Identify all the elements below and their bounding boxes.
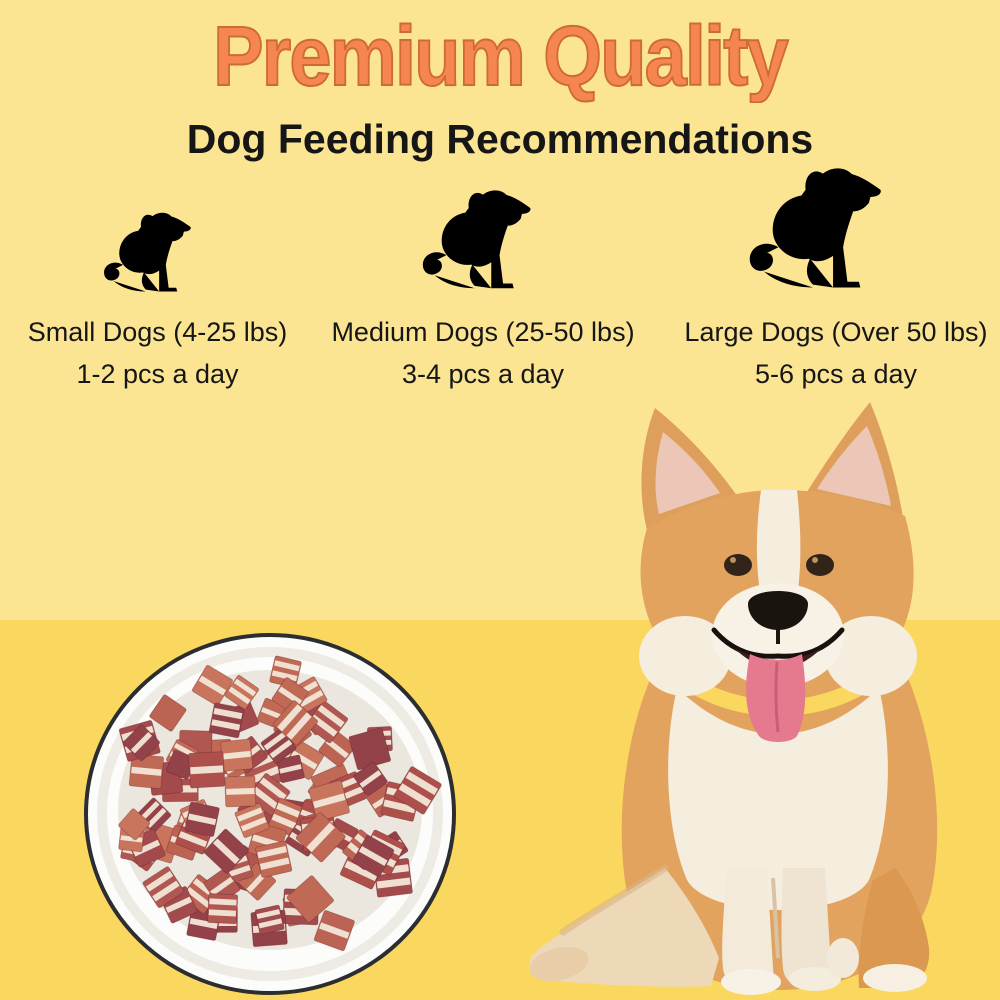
dog-size-label: Small Dogs (4-25 lbs) <box>27 317 288 347</box>
feeding-column-small: Small Dogs (4-25 lbs) 1-2 pcs a day <box>5 316 310 392</box>
corgi-right-hind-leg <box>858 868 930 988</box>
daily-amount-label: 3-4 pcs a day <box>401 358 565 389</box>
feeding-column-large: Large Dogs (Over 50 lbs) 5-6 pcs a day <box>672 316 1000 392</box>
page-subtitle: Dog Feeding Recommendations <box>186 116 814 162</box>
treats-plate-photo <box>84 633 456 995</box>
corgi-paw <box>721 969 781 995</box>
small-dog-icon <box>104 212 191 292</box>
daily-amount-label: 1-2 pcs a day <box>76 358 239 389</box>
large-dog-icon <box>749 168 881 288</box>
corgi-nose <box>748 591 808 630</box>
corgi-chest <box>668 688 888 910</box>
corgi-front-leg <box>722 868 774 990</box>
corgi-blaze <box>756 490 801 598</box>
corgi-eye <box>724 554 752 576</box>
feeding-column-medium: Medium Dogs (25-50 lbs) 3-4 pcs a day <box>318 316 648 392</box>
dog-size-label: Large Dogs (Over 50 lbs) <box>684 317 988 347</box>
treats-cluster <box>118 655 442 952</box>
daily-amount-label: 5-6 pcs a day <box>754 358 918 389</box>
corgi-mouth <box>711 627 845 659</box>
corgi-eye <box>806 554 834 576</box>
corgi-photo <box>529 402 938 995</box>
corgi-front-leg <box>781 868 832 990</box>
dog-size-label: Medium Dogs (25-50 lbs) <box>331 317 635 347</box>
page-title: Premium Quality <box>212 8 789 104</box>
medium-dog-icon <box>422 190 531 289</box>
corgi-paw <box>789 967 841 991</box>
